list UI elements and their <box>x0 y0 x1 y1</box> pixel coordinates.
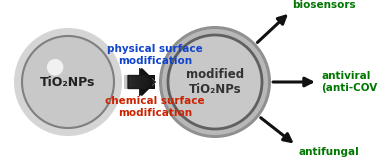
Circle shape <box>162 29 268 135</box>
Text: antifungal: antifungal <box>299 147 359 157</box>
Circle shape <box>168 35 262 129</box>
Text: biosensors: biosensors <box>293 0 356 10</box>
FancyArrow shape <box>127 68 153 96</box>
FancyArrow shape <box>139 68 153 96</box>
FancyArrow shape <box>139 68 153 96</box>
FancyArrow shape <box>139 68 153 96</box>
Text: chemical surface
modification: chemical surface modification <box>105 96 205 118</box>
Circle shape <box>14 28 122 136</box>
FancyArrow shape <box>128 68 155 96</box>
Text: modified
TiO₂NPs: modified TiO₂NPs <box>186 68 244 96</box>
FancyArrow shape <box>135 68 153 96</box>
FancyArrow shape <box>142 68 156 96</box>
FancyArrow shape <box>139 68 153 96</box>
FancyArrow shape <box>132 68 153 96</box>
FancyArrow shape <box>124 68 153 96</box>
Text: antiviral
(anti-COVID): antiviral (anti-COVID) <box>321 71 378 93</box>
Text: TiO₂NPs: TiO₂NPs <box>40 76 96 88</box>
FancyArrow shape <box>138 68 153 96</box>
Text: physical surface
modification: physical surface modification <box>107 44 203 66</box>
FancyArrow shape <box>139 68 153 96</box>
FancyArrow shape <box>130 68 153 96</box>
Circle shape <box>47 59 64 76</box>
Circle shape <box>159 26 271 138</box>
Circle shape <box>22 36 114 128</box>
